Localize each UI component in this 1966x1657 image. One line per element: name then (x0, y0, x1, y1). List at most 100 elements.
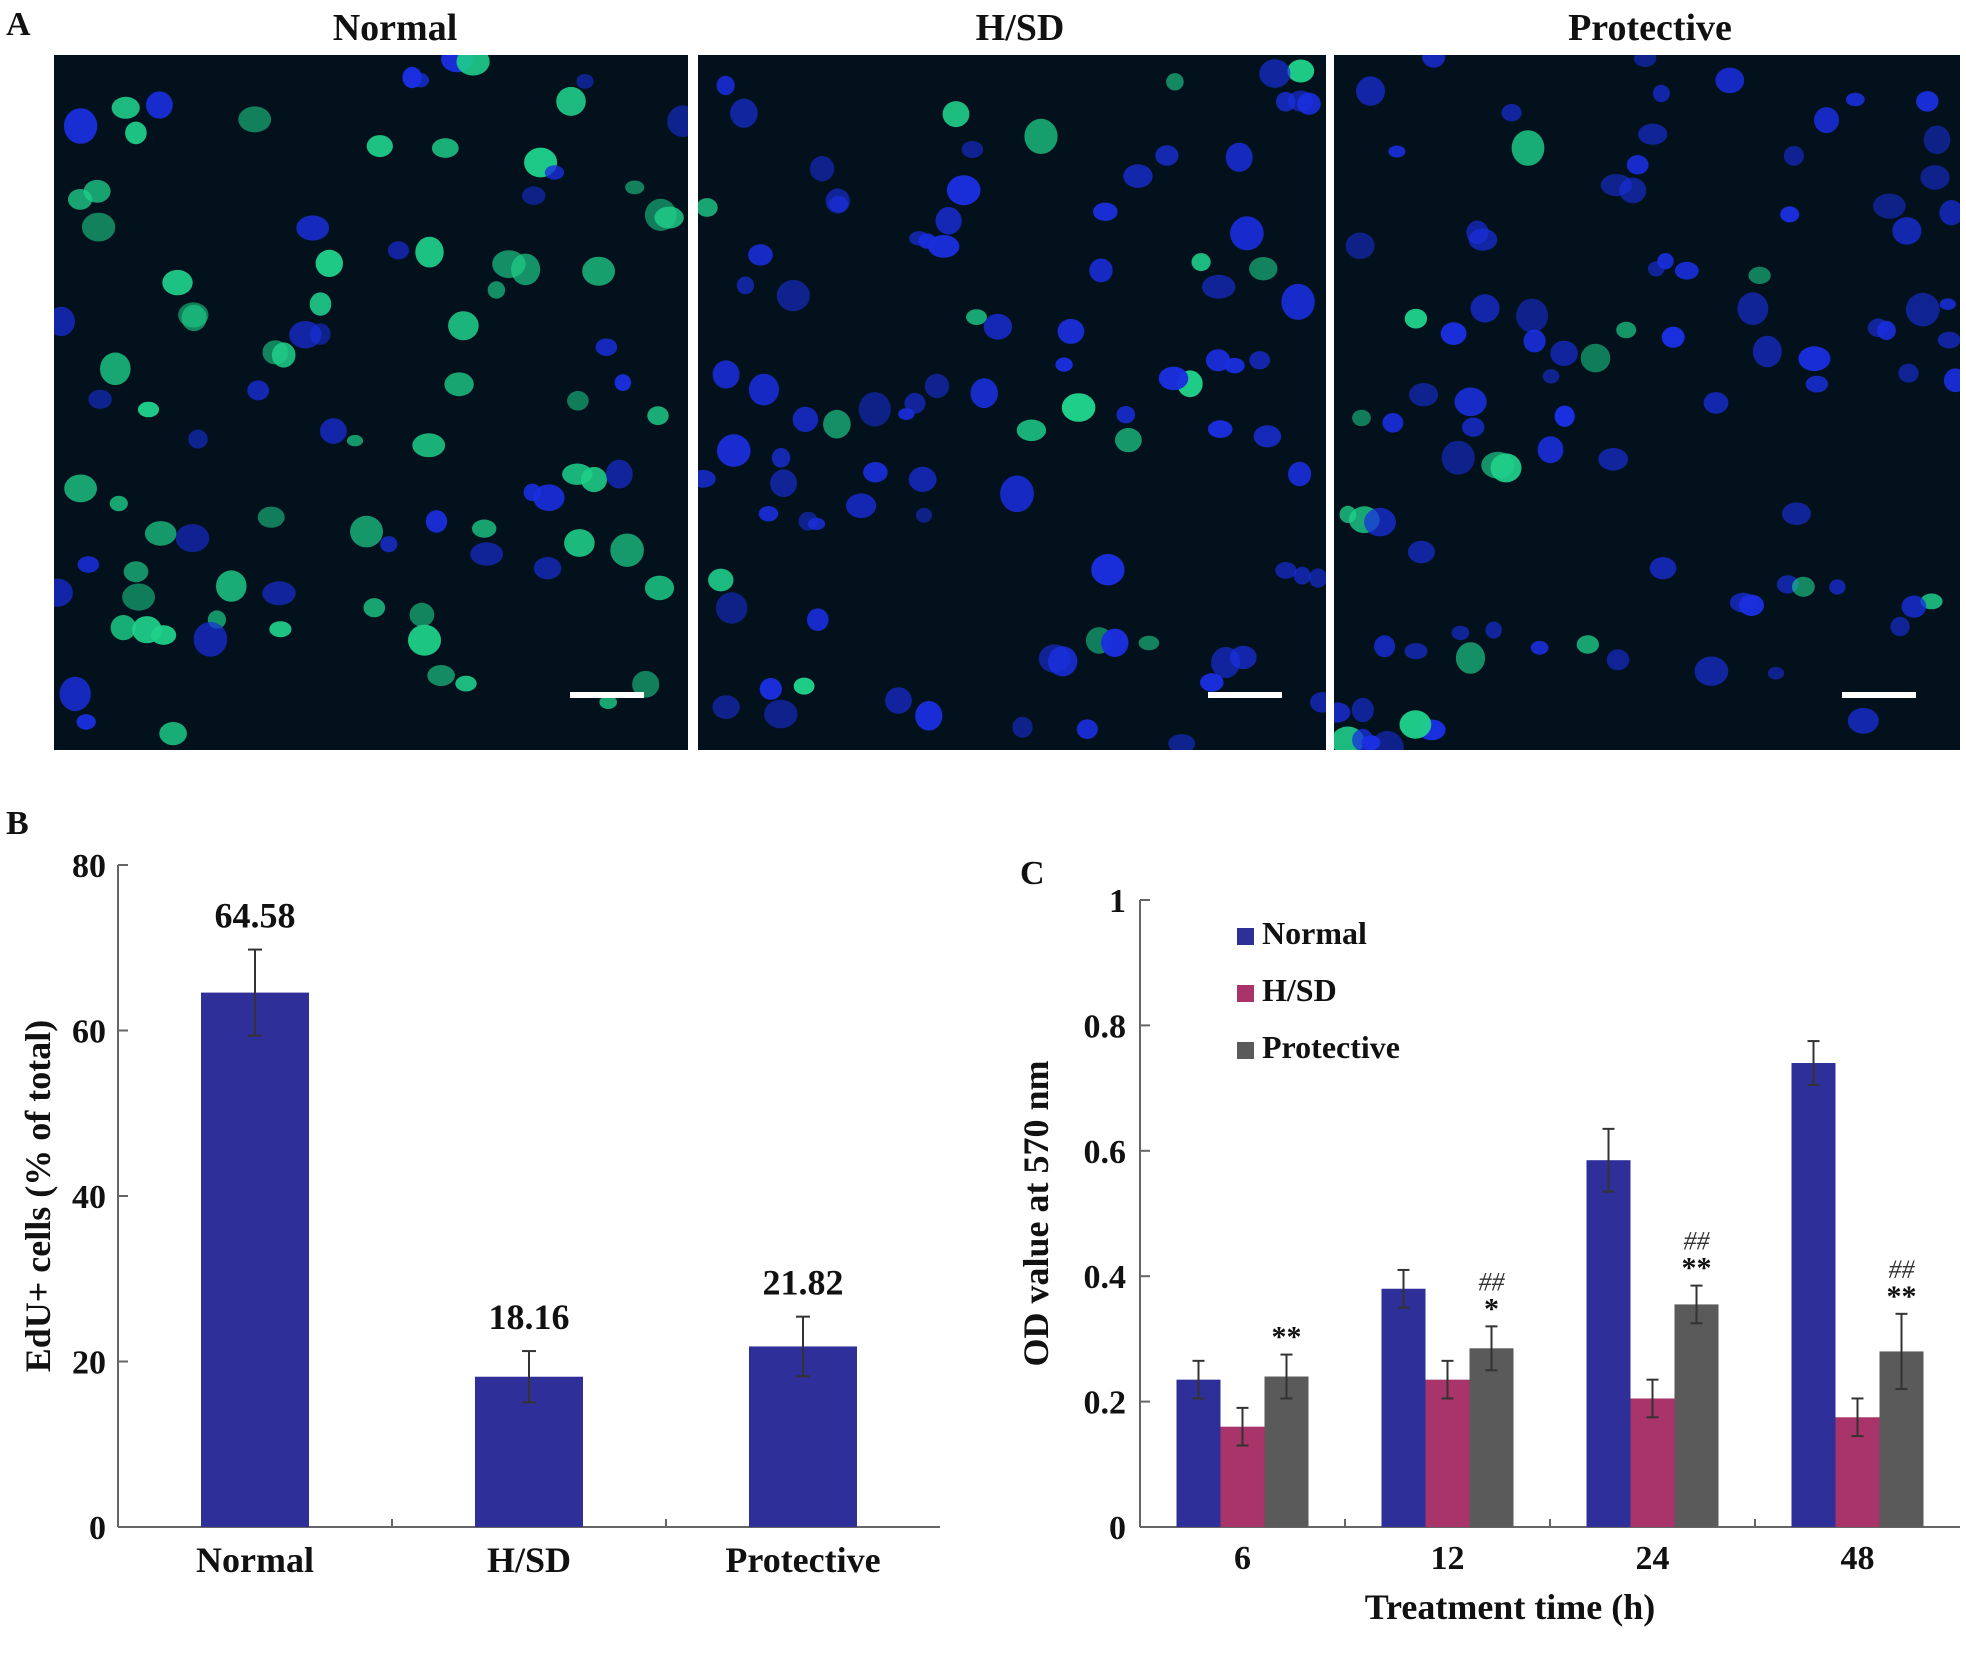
nucleus (262, 581, 296, 606)
scale-bar (1842, 692, 1916, 698)
nucleus (1230, 216, 1264, 251)
edu-positive-nucleus (408, 624, 441, 656)
edu-positive-nucleus (350, 515, 383, 548)
nucleus (1939, 298, 1956, 310)
significance-star: ** (1887, 1280, 1917, 1313)
nucleus (1281, 283, 1315, 320)
edu-positive-nucleus (159, 722, 187, 746)
nucleus (1310, 692, 1326, 713)
nucleus (1253, 425, 1282, 448)
nucleus (595, 338, 618, 356)
edu-positive-nucleus (1191, 253, 1211, 272)
nucleus (1468, 228, 1498, 251)
nucleus (759, 678, 782, 700)
nucleus (770, 469, 797, 498)
nucleus (748, 373, 779, 406)
edu-positive-nucleus (100, 352, 131, 386)
micrograph-title-normal: Normal (332, 7, 458, 49)
edu-positive-nucleus (456, 55, 490, 76)
nucleus (717, 434, 751, 467)
nucleus (1364, 507, 1396, 537)
nucleus (59, 676, 91, 712)
nucleus (771, 448, 791, 468)
nucleus (1920, 165, 1950, 190)
bar-normal-6h (1176, 1379, 1221, 1527)
nucleus (402, 66, 422, 89)
nucleus (1404, 643, 1428, 660)
edu-positive-nucleus (216, 570, 247, 602)
edu-positive-nucleus (409, 602, 435, 627)
nucleus (544, 165, 565, 180)
nucleus (1845, 92, 1865, 107)
edu-positive-nucleus (238, 106, 272, 133)
edu-positive-nucleus (1024, 118, 1058, 154)
nucleus (54, 578, 73, 607)
x-tick-label: Normal (196, 1540, 314, 1580)
nucleus (470, 542, 504, 566)
edu-positive-nucleus (1287, 59, 1315, 83)
edu-positive-nucleus (262, 340, 289, 365)
nucleus (77, 556, 100, 573)
edu-positive-nucleus (111, 96, 140, 119)
data-label: 64.58 (215, 896, 296, 936)
nucleus (1729, 592, 1757, 613)
nucleus (807, 608, 829, 631)
nucleus (935, 207, 962, 235)
edu-positive-nucleus (431, 138, 459, 158)
edu-positive-nucleus (346, 434, 364, 447)
nucleus (1633, 55, 1657, 68)
nucleus (1374, 635, 1396, 658)
significance-hash: ## (1684, 1227, 1711, 1256)
nucleus (1259, 59, 1291, 88)
edu-positive-nucleus (1166, 73, 1184, 91)
nucleus (1168, 734, 1196, 750)
nucleus (1550, 340, 1578, 366)
nucleus (1901, 595, 1927, 618)
y-tick-label: 0 (89, 1510, 106, 1547)
nucleus (1537, 436, 1564, 464)
edu-positive-nucleus (698, 198, 718, 217)
edu-positive-nucleus (455, 675, 477, 692)
nucleus (1715, 67, 1745, 94)
nucleus (1829, 579, 1846, 595)
micrograph-normal (54, 55, 688, 750)
edu-positive-nucleus (1511, 130, 1545, 166)
nucleus (858, 392, 891, 427)
micrograph-protective (1334, 55, 1960, 750)
nucleus (1211, 647, 1241, 678)
edu-positive-nucleus (269, 621, 292, 638)
edu-positive-nucleus (144, 521, 177, 546)
nucleus (1123, 164, 1153, 188)
edu-positive-nucleus (257, 506, 285, 528)
nucleus (1780, 206, 1800, 223)
legend-label: H/SD (1262, 972, 1337, 1008)
nucleus (1485, 621, 1502, 639)
edu-positive-nucleus (647, 406, 669, 426)
nucleus (1916, 91, 1939, 112)
nucleus (904, 392, 926, 414)
nucleus (1012, 716, 1033, 738)
nucleus (296, 215, 330, 241)
edu-positive-nucleus (632, 670, 660, 698)
y-tick-label: 60 (72, 1014, 106, 1051)
nucleus (809, 156, 835, 182)
edu-positive-nucleus (123, 561, 149, 583)
nucleus (1905, 292, 1940, 327)
nucleus (1805, 375, 1829, 393)
nucleus (1674, 261, 1699, 280)
legend-swatch-normal (1237, 928, 1254, 945)
nucleus (63, 108, 98, 144)
nucleus (614, 374, 632, 391)
edu-positive-nucleus (1748, 266, 1771, 284)
edu-positive-nucleus (1576, 635, 1599, 654)
edu-positive-nucleus (1115, 427, 1142, 453)
nucleus (88, 389, 112, 409)
nucleus (310, 323, 331, 345)
edu-positive-nucleus (610, 533, 644, 567)
y-tick-label: 80 (72, 848, 106, 885)
nucleus (1783, 145, 1804, 166)
nucleus (1101, 628, 1129, 657)
nucleus (792, 406, 819, 432)
nucleus (1055, 357, 1073, 372)
edu-positive-nucleus (793, 677, 815, 695)
